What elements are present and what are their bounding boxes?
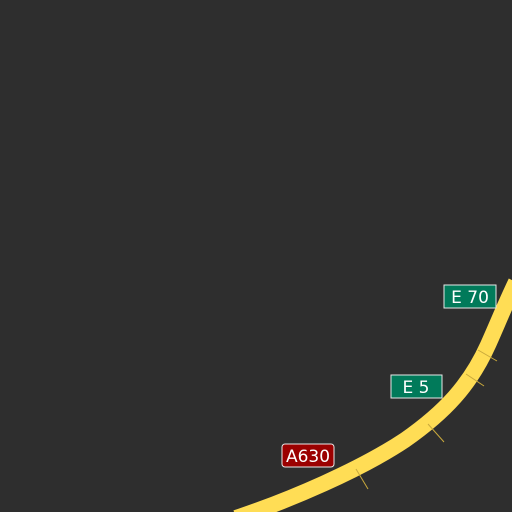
shield-background xyxy=(443,284,497,309)
shield-label: E 70 xyxy=(451,288,489,308)
shield-label: E 5 xyxy=(403,378,430,398)
shield-background xyxy=(281,443,335,468)
road-segment-joint xyxy=(355,468,369,490)
road-segment-joint xyxy=(477,349,498,362)
route-shield-e5[interactable]: E 5 xyxy=(390,374,443,399)
route-shield-e70[interactable]: E 70 xyxy=(443,284,497,309)
motorway-road[interactable] xyxy=(233,278,512,512)
shield-label: A630 xyxy=(286,447,330,467)
route-shield-a630[interactable]: A630 xyxy=(281,443,335,468)
road-segment-joint xyxy=(427,423,445,443)
shield-background xyxy=(390,374,443,399)
road-segment-joint xyxy=(465,373,485,387)
